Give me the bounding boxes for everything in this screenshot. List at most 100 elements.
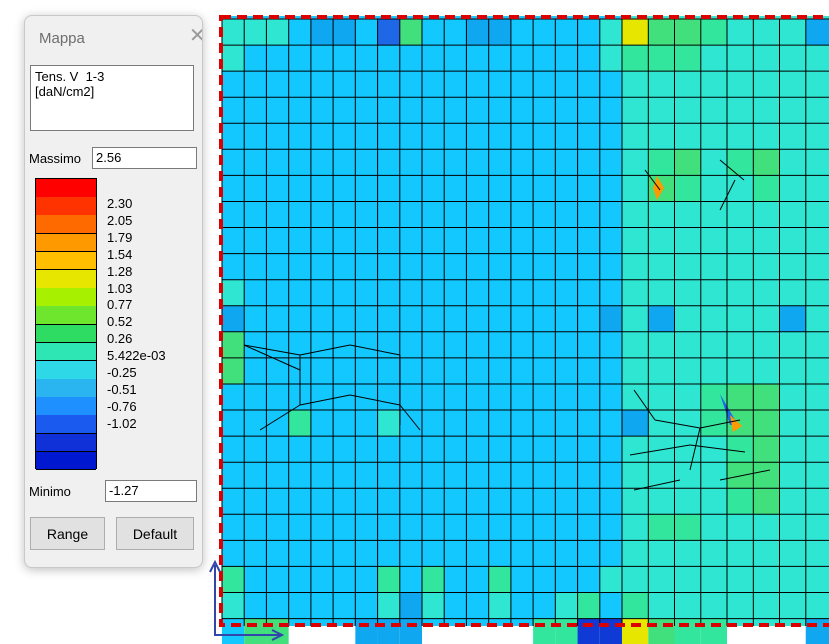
legend-tick-label: -0.76 — [107, 398, 137, 414]
mesh-cell — [222, 592, 245, 619]
close-icon[interactable]: ✕ — [189, 26, 202, 46]
range-button[interactable]: Range — [30, 517, 105, 550]
quantity-description-box: Tens. V 1-3 [daN/cm2] — [30, 65, 194, 131]
legend-tick-label: 0.52 — [107, 314, 133, 330]
mesh-cell — [377, 19, 400, 46]
mesh-cell — [648, 618, 675, 644]
mesh-edge — [299, 344, 351, 356]
axis-indicator — [214, 565, 280, 636]
mesh-cell — [555, 618, 578, 644]
legend-swatch — [36, 288, 96, 307]
mesh-edge — [719, 179, 736, 211]
mesh-cell — [674, 175, 701, 202]
mesh-cell — [700, 618, 727, 644]
legend-swatch — [36, 397, 96, 416]
mesh-edge — [349, 344, 401, 356]
mesh-cell — [466, 19, 489, 46]
mesh-cell — [753, 410, 780, 437]
mesh-edge — [299, 394, 351, 406]
mesh-cell — [244, 19, 267, 46]
mesh-cell — [674, 618, 701, 644]
mesh-cell — [222, 618, 245, 644]
axis-arrow-x — [271, 629, 285, 641]
legend-swatch — [36, 324, 96, 344]
mesh-cell — [599, 618, 622, 644]
mesh-edge — [689, 427, 701, 471]
mesh-grid — [221, 18, 829, 626]
mesh-cell — [648, 305, 675, 332]
legend-swatch — [36, 251, 96, 271]
mesh-cell — [555, 592, 578, 619]
mesh-edge — [719, 469, 771, 481]
mesh-edge — [689, 444, 746, 453]
mesh-cell — [727, 149, 754, 176]
legend-tick-label: -0.51 — [107, 381, 137, 397]
mesh-edge — [349, 394, 401, 406]
legend-swatch — [36, 233, 96, 253]
mesh-cell — [648, 45, 675, 72]
legend-tick-label: 2.30 — [107, 196, 133, 211]
legend-swatch — [36, 306, 96, 325]
legend-tick-label: 0.26 — [107, 331, 133, 347]
max-value-field[interactable]: 2.56 — [92, 147, 197, 169]
mesh-cell — [577, 618, 600, 644]
mesh-cell — [648, 149, 675, 176]
mesh-cell — [399, 618, 422, 644]
mesh-cell — [355, 618, 378, 644]
mesh-cell — [399, 592, 422, 619]
mesh-cell — [622, 45, 649, 72]
legend-tick-label: 5.422e-03 — [107, 348, 166, 364]
mesh-edge — [719, 159, 745, 181]
mesh-edge — [644, 169, 661, 191]
mesh-cell — [727, 488, 754, 515]
default-button[interactable]: Default — [116, 517, 194, 550]
mesh-cell — [222, 357, 245, 384]
legend-swatch — [36, 215, 96, 235]
mesh-cell — [577, 592, 600, 619]
mesh-cell — [753, 149, 780, 176]
mesh-cell — [266, 618, 289, 644]
mesh-cell — [377, 618, 400, 644]
model-boundary — [219, 15, 829, 627]
mesh-cell — [377, 566, 400, 593]
mesh-edge — [243, 344, 301, 356]
mesh-cell — [288, 410, 311, 437]
mesh-edge — [633, 479, 681, 491]
legend-swatch — [36, 342, 96, 362]
mesh-cell — [422, 566, 445, 593]
mesh-cell — [266, 19, 289, 46]
mesh-cell — [222, 566, 245, 593]
mesh-cell — [648, 19, 675, 46]
mesh-cell — [488, 566, 511, 593]
mesh-cell — [488, 592, 511, 619]
mesh-cell — [674, 514, 701, 541]
mesh-cell — [779, 305, 806, 332]
mesh-cell — [674, 19, 701, 46]
legend-swatch — [36, 197, 96, 216]
legend-swatch — [36, 269, 96, 289]
legend-swatch — [36, 451, 96, 471]
mesh-edge — [243, 344, 301, 371]
mesh-edge — [259, 404, 301, 431]
mesh-cell — [222, 19, 245, 46]
min-value-field[interactable]: -1.27 — [105, 480, 197, 502]
legend-tick-label: -0.25 — [107, 365, 137, 380]
legend-tick-label: 1.54 — [107, 246, 133, 262]
palette-title: Mappa — [39, 30, 85, 47]
legend-tick-label: 1.79 — [107, 229, 133, 245]
mesh-cell — [622, 618, 649, 644]
mesh-cell — [599, 19, 622, 46]
mesh-cell — [533, 618, 556, 644]
mesh-cell — [244, 618, 267, 644]
mesh-cell — [488, 19, 511, 46]
mesh-cell — [599, 45, 622, 72]
mesh-cell — [310, 19, 334, 46]
mesh-cell — [805, 19, 829, 46]
mesh-cell — [222, 331, 245, 358]
axis-arrow-y — [209, 559, 221, 573]
mesh-cell — [753, 462, 780, 489]
mesh-cell — [648, 514, 675, 541]
mesh-cell — [399, 19, 422, 46]
mesh-cell — [700, 383, 727, 411]
